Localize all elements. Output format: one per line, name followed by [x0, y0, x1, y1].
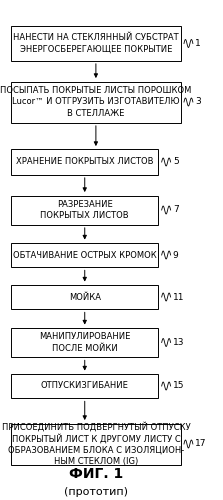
Text: ПОСЫПАТЬ ПОКРЫТЫЕ ЛИСТЫ ПОРОШКОМ
Lucor™ И ОТГРУЗИТЬ ИЗГОТАВИТЕЛЮ
В СТЕЛЛАЖЕ: ПОСЫПАТЬ ПОКРЫТЫЕ ЛИСТЫ ПОРОШКОМ Lucor™ …: [0, 86, 192, 118]
FancyBboxPatch shape: [11, 150, 158, 174]
Text: 15: 15: [173, 382, 184, 390]
Text: ПРИСОЕДИНИТЬ ПОДВЕРГНУТЫЙ ОТПУСКУ
ПОКРЫТЫЙ ЛИСТ К ДРУГОМУ ЛИСТУ С
ОБРАЗОВАНИЕМ Б: ПРИСОЕДИНИТЬ ПОДВЕРГНУТЫЙ ОТПУСКУ ПОКРЫТ…: [2, 422, 190, 466]
FancyBboxPatch shape: [11, 26, 181, 60]
Text: 3: 3: [195, 98, 201, 106]
Text: ОБТАЧИВАНИЕ ОСТРЫХ КРОМОК: ОБТАЧИВАНИЕ ОСТРЫХ КРОМОК: [13, 250, 157, 260]
Text: 17: 17: [195, 440, 207, 448]
FancyBboxPatch shape: [11, 196, 158, 224]
FancyBboxPatch shape: [11, 328, 158, 357]
FancyBboxPatch shape: [11, 243, 158, 267]
Text: 13: 13: [173, 338, 184, 347]
Text: 7: 7: [173, 206, 179, 214]
Text: МОЙКА: МОЙКА: [69, 292, 101, 302]
Text: ХРАНЕНИЕ ПОКРЫТЫХ ЛИСТОВ: ХРАНЕНИЕ ПОКРЫТЫХ ЛИСТОВ: [16, 158, 153, 166]
Text: (прототип): (прототип): [64, 487, 128, 497]
FancyBboxPatch shape: [11, 82, 181, 122]
Text: НАНЕСТИ НА СТЕКЛЯННЫЙ СУБСТРАТ
ЭНЕРГОСБЕРЕГАЮЩЕЕ ПОКРЫТИЕ: НАНЕСТИ НА СТЕКЛЯННЫЙ СУБСТРАТ ЭНЕРГОСБЕ…: [13, 34, 179, 54]
FancyBboxPatch shape: [11, 374, 158, 398]
Text: ФИГ. 1: ФИГ. 1: [69, 467, 123, 481]
FancyBboxPatch shape: [11, 424, 181, 465]
Text: 5: 5: [173, 158, 179, 166]
Text: МАНИПУЛИРОВАНИЕ
ПОСЛЕ МОЙКИ: МАНИПУЛИРОВАНИЕ ПОСЛЕ МОЙКИ: [39, 332, 130, 352]
Text: 1: 1: [195, 39, 201, 48]
Text: РАЗРЕЗАНИЕ
ПОКРЫТЫХ ЛИСТОВ: РАЗРЕЗАНИЕ ПОКРЫТЫХ ЛИСТОВ: [40, 200, 129, 220]
Text: ОТПУСКИЗГИБАНИЕ: ОТПУСКИЗГИБАНИЕ: [41, 382, 129, 390]
FancyBboxPatch shape: [11, 285, 158, 309]
Text: 9: 9: [173, 250, 179, 260]
Text: 11: 11: [173, 292, 184, 302]
